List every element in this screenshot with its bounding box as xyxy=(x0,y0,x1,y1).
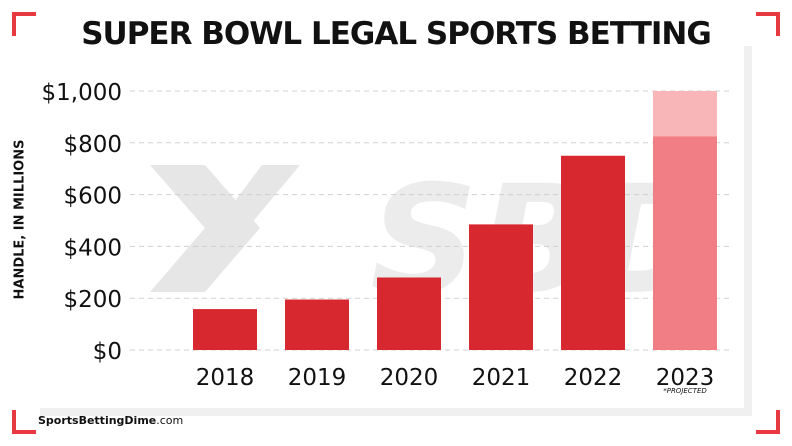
footer-site-suffix: .com xyxy=(156,414,184,427)
bar-2019 xyxy=(285,299,349,350)
corner-top-left xyxy=(12,12,36,36)
bar-2018 xyxy=(193,309,257,350)
y-tick-label: $800 xyxy=(63,132,122,158)
watermark-x-mark xyxy=(150,165,260,292)
x-tick-label: 2019 xyxy=(288,365,347,391)
x-tick-label: 2021 xyxy=(472,365,531,391)
x-tick-label: 2020 xyxy=(380,365,439,391)
bar-2021 xyxy=(469,224,533,350)
corner-bottom-right xyxy=(756,410,780,434)
corner-bottom-left xyxy=(12,410,36,434)
bar-2023-projected-top xyxy=(653,91,717,137)
chart-title: SUPER BOWL LEGAL SPORTS BETTING xyxy=(81,16,712,52)
y-tick-label: $400 xyxy=(63,235,122,261)
y-tick-label: $200 xyxy=(63,287,122,313)
footer-site-bold: SportsBettingDime xyxy=(38,414,157,427)
x-tick-label: 2023 xyxy=(656,365,715,391)
y-tick-label: $600 xyxy=(63,184,122,210)
bar-2023 xyxy=(653,136,717,350)
bar-2020 xyxy=(377,277,441,350)
corner-top-right xyxy=(756,12,780,36)
y-tick-label: $0 xyxy=(93,339,122,365)
source-footer: SportsBettingDime.com xyxy=(38,414,183,427)
x-tick-label: 2018 xyxy=(196,365,255,391)
bar-2022 xyxy=(561,155,625,350)
projected-annotation: *PROJECTED xyxy=(663,387,707,395)
y-tick-label: $1,000 xyxy=(42,80,122,106)
x-tick-label: 2022 xyxy=(564,365,623,391)
